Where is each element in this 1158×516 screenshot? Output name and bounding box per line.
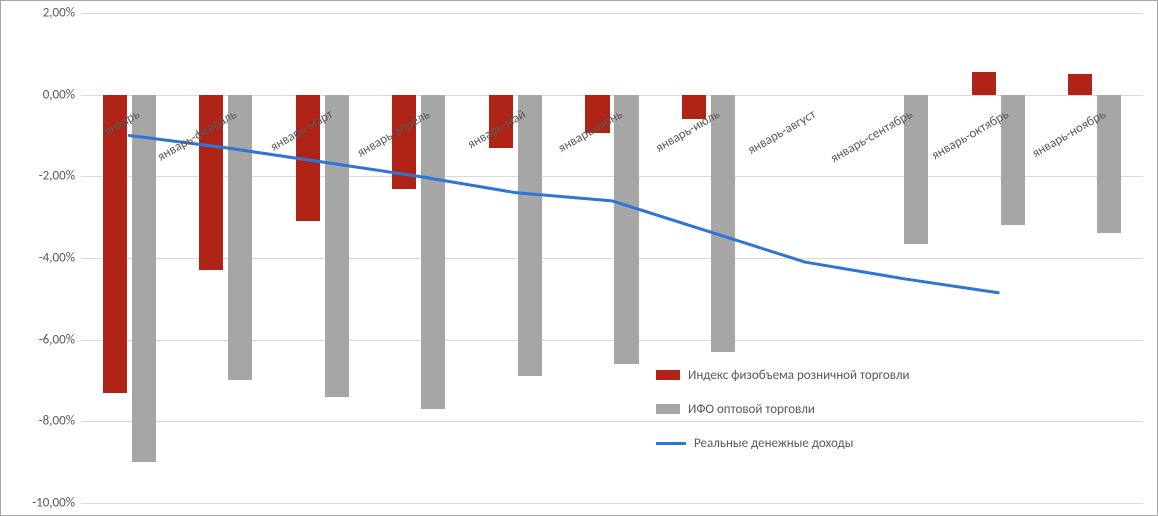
- chart-container: 2,00% 0,00% -2,00% -4,00% -6,00% -8,00% -10,00…: [0, 0, 1158, 516]
- legend-swatch: [656, 404, 680, 414]
- y-axis-tick-label: -8,00%: [39, 414, 81, 429]
- legend: Индекс физобъема розничной торговли ИФО о…: [656, 365, 910, 467]
- legend-item: Реальные денежные доходы: [656, 433, 910, 453]
- legend-label: ИФО оптовой торговли: [688, 402, 815, 417]
- line-layer: [81, 13, 1143, 503]
- line-series: [129, 136, 998, 293]
- y-axis-tick-label: -10,00%: [32, 496, 81, 511]
- legend-label: Реальные денежные доходы: [694, 436, 853, 451]
- y-axis-tick-label: 0,00%: [43, 87, 81, 102]
- y-axis-tick-label: -2,00%: [39, 169, 81, 184]
- gridline: [81, 503, 1143, 504]
- y-axis-tick-label: -4,00%: [39, 251, 81, 266]
- legend-swatch: [656, 370, 680, 380]
- legend-line-swatch: [656, 442, 686, 445]
- legend-item: ИФО оптовой торговли: [656, 399, 910, 419]
- y-axis-tick-label: 2,00%: [43, 6, 81, 21]
- y-axis-tick-label: -6,00%: [39, 332, 81, 347]
- legend-label: Индекс физобъема розничной торговли: [688, 368, 910, 383]
- legend-item: Индекс физобъема розничной торговли: [656, 365, 910, 385]
